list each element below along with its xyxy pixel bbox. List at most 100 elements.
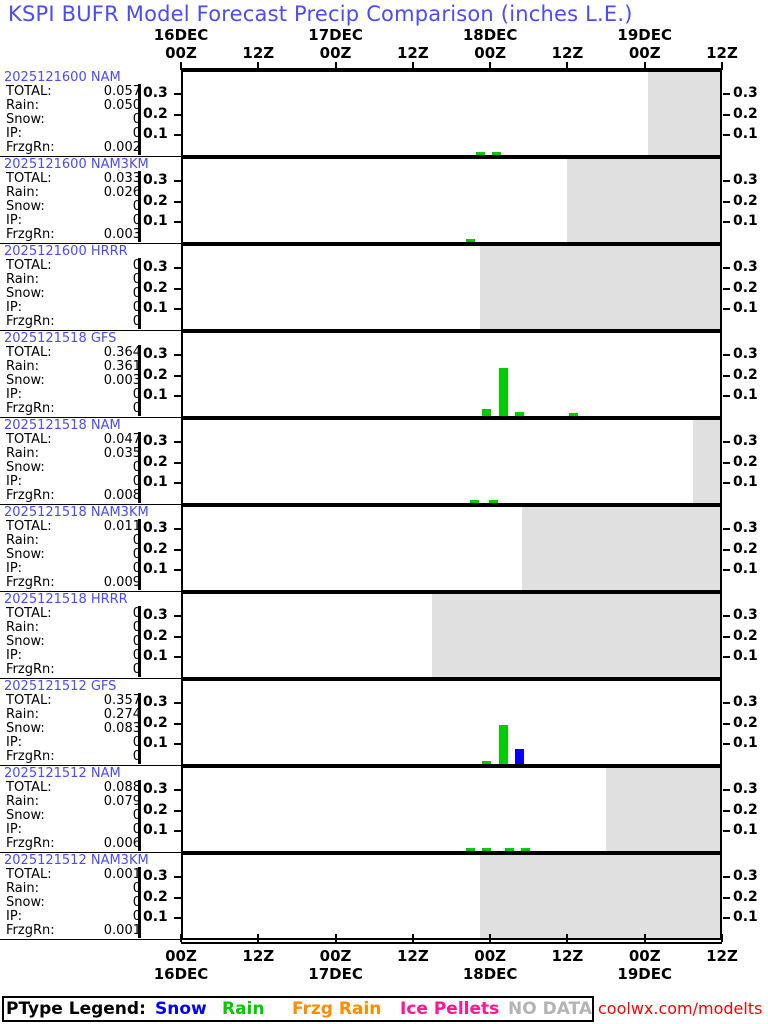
plot-area[interactable]	[181, 331, 722, 418]
y-tick-left: 0.2	[143, 888, 168, 905]
top-tick-mark	[180, 62, 182, 70]
bottom-hour-tick-2: 00Z	[319, 947, 352, 965]
y-tick-left: 0.1	[143, 213, 168, 230]
y-tick-left: 0.2	[143, 105, 168, 122]
credit-link[interactable]: coolwx.com/modelts	[598, 999, 763, 1018]
stat-label: IP:	[6, 387, 23, 402]
stat-value: 0.361	[103, 359, 141, 374]
precip-bar	[466, 848, 476, 851]
top-tick-mark	[334, 62, 337, 70]
y-tick-mark	[723, 353, 730, 356]
plot-area[interactable]	[181, 679, 722, 766]
plot-frame	[181, 70, 722, 157]
bottom-hour-tick-4: 00Z	[474, 947, 507, 965]
stat-value: 0	[132, 533, 141, 548]
plot-area[interactable]	[181, 418, 722, 505]
plot-area[interactable]	[181, 70, 722, 157]
stats-divider	[138, 171, 141, 242]
model-panel: 2025121600 NAM3KM TOTAL: 0.033 Rain: 0.026 Sn…	[0, 157, 768, 244]
y-tick-mark	[723, 308, 730, 311]
y-tick-right: 0.2	[733, 801, 758, 818]
stat-value: 0	[132, 300, 141, 315]
stat-value: 0	[132, 561, 141, 576]
y-tick-mark	[723, 179, 730, 182]
model-panel: 2025121518 NAM TOTAL: 0.047 Rain: 0.035 Snow:…	[0, 418, 768, 505]
stats-divider	[138, 693, 141, 764]
y-tick-mark	[174, 527, 181, 530]
y-tick-left: 0.3	[143, 432, 168, 449]
stat-label: FrzgRn:	[6, 575, 55, 590]
y-tick-mark	[174, 113, 181, 116]
y-tick-right: 0.2	[733, 888, 758, 905]
y-tick-mark	[723, 221, 730, 224]
stat-label: TOTAL:	[6, 519, 52, 534]
stat-label: FrzgRn:	[6, 836, 55, 851]
y-tick-mark	[174, 374, 181, 377]
stat-label: TOTAL:	[6, 84, 52, 99]
y-tick-mark	[174, 134, 181, 137]
top-hour-tick-7: 12Z	[706, 44, 738, 62]
plot-area[interactable]	[181, 592, 722, 679]
panel-separator	[0, 939, 181, 940]
y-tick-left: 0.1	[143, 474, 168, 491]
stat-label: FrzgRn:	[6, 227, 55, 242]
stat-value: 0	[132, 126, 141, 141]
stat-value: 0	[132, 808, 141, 823]
stats-divider	[138, 432, 141, 503]
stat-label: TOTAL:	[6, 606, 52, 621]
y-tick-mark	[723, 743, 730, 746]
y-tick-right: 0.2	[733, 192, 758, 209]
legend-item-no-data: NO DATA	[508, 999, 592, 1019]
stat-value: 0.357	[103, 693, 141, 708]
y-tick-right: 0.3	[733, 171, 758, 188]
model-id-label: 2025121512 GFS	[4, 679, 117, 694]
bottom-hour-tick-5: 12Z	[551, 947, 584, 965]
plot-area[interactable]	[181, 157, 722, 244]
plot-frame	[181, 418, 722, 505]
plot-area[interactable]	[181, 505, 722, 592]
precip-bar	[504, 848, 514, 851]
stat-label: Rain:	[6, 272, 39, 287]
stat-label: Rain:	[6, 98, 39, 113]
stats-divider	[138, 780, 141, 851]
model-panel: 2025121518 GFS TOTAL: 0.364 Rain: 0.361 Snow:…	[0, 331, 768, 418]
y-tick-left: 0.2	[143, 540, 168, 557]
precip-bar	[469, 500, 479, 503]
y-tick-left: 0.2	[143, 366, 168, 383]
y-tick-left: 0.1	[143, 387, 168, 404]
legend-item-rain: Rain	[222, 999, 265, 1019]
y-tick-right: 0.3	[733, 432, 758, 449]
top-hour-tick-5: 12Z	[551, 44, 584, 62]
y-tick-right: 0.3	[733, 345, 758, 362]
bottom-hour-tick-1: 12Z	[242, 947, 275, 965]
stat-value: 0.011	[103, 519, 141, 534]
stat-value: 0.088	[103, 780, 141, 795]
stat-value: 0.035	[103, 446, 141, 461]
panel-separator	[0, 417, 181, 418]
no-data-region	[567, 157, 722, 244]
y-tick-mark	[174, 788, 181, 791]
y-tick-mark	[723, 134, 730, 137]
y-tick-right: 0.3	[733, 693, 758, 710]
plot-area[interactable]	[181, 244, 722, 331]
model-panel: 2025121512 GFS TOTAL: 0.357 Rain: 0.274 Snow:…	[0, 679, 768, 766]
top-hour-tick-4: 00Z	[474, 44, 507, 62]
precip-bar	[569, 413, 579, 416]
y-tick-right: 0.2	[733, 279, 758, 296]
precip-bar	[475, 152, 485, 155]
y-tick-mark	[723, 482, 730, 485]
y-tick-mark	[723, 266, 730, 269]
y-tick-mark	[723, 461, 730, 464]
stat-value: 0	[132, 606, 141, 621]
y-tick-mark	[723, 614, 730, 617]
panel-separator	[0, 330, 181, 331]
model-panel: 2025121512 NAM TOTAL: 0.088 Rain: 0.079 Snow:…	[0, 766, 768, 853]
stats-divider	[138, 867, 141, 938]
precip-bar	[488, 500, 498, 503]
plot-area[interactable]	[181, 766, 722, 853]
stats-divider	[138, 258, 141, 329]
plot-area[interactable]	[181, 853, 722, 940]
bottom-hour-tick-6: 00Z	[628, 947, 661, 965]
stat-label: TOTAL:	[6, 345, 52, 360]
top-tick-mark	[566, 62, 569, 70]
